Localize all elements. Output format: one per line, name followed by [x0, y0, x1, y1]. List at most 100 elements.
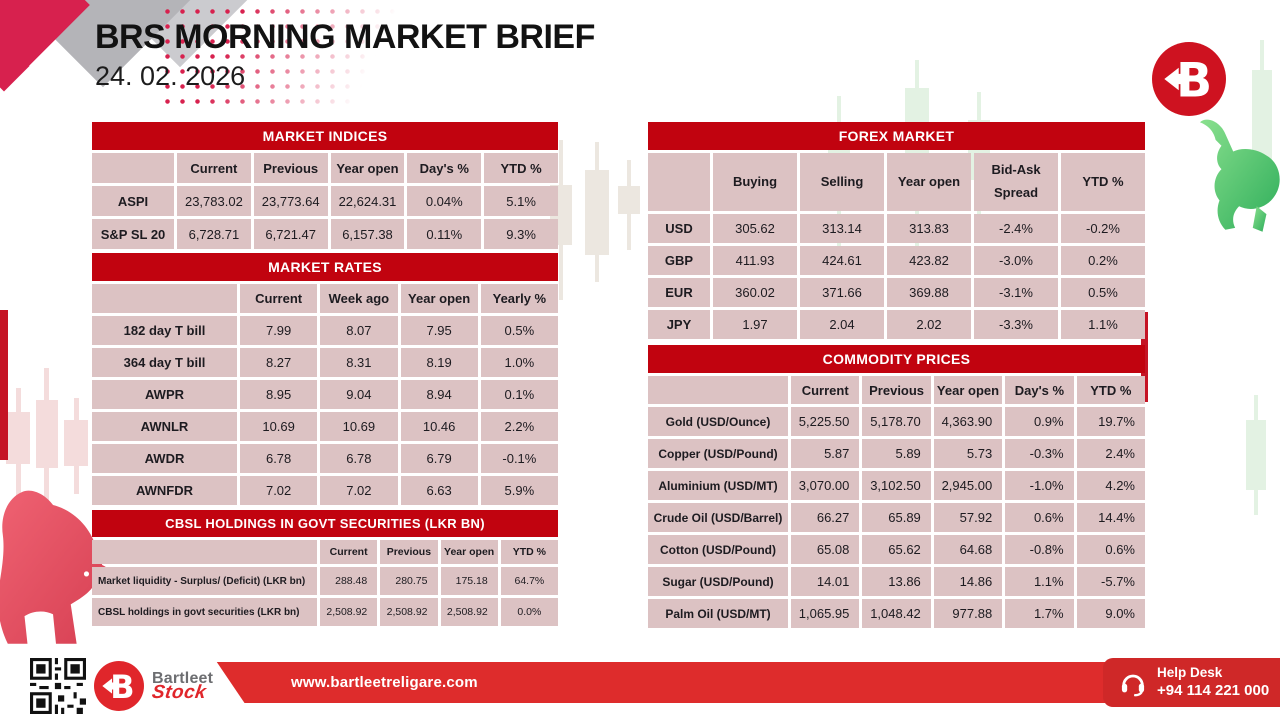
row-label: Aluminium (USD/MT) [648, 471, 788, 500]
market-indices-grid: Current Previous Year open Day's % YTD % ASPI… [92, 153, 558, 249]
cell-value: 5.73 [933, 439, 1003, 468]
page-header: BRS MORNING MARKET BRIEF 24. 02. 2026 [95, 16, 595, 92]
cell-value: 23,783.02 [177, 186, 251, 216]
column-header: Current [791, 376, 860, 404]
column-header: Year open [933, 376, 1003, 404]
table-title: MARKET RATES [92, 253, 558, 281]
cell-value: 5.9% [480, 476, 558, 505]
row-label: Cotton (USD/Pound) [648, 535, 788, 564]
cell-value: -0.2% [1061, 214, 1145, 243]
bear-illustration [0, 490, 113, 644]
row-label: JPY [648, 310, 710, 339]
brand-name-top: Bartleet [152, 669, 214, 687]
market-indices-table: MARKET INDICES Current Previous Year open D… [92, 122, 558, 249]
qr-code [30, 658, 86, 714]
column-header: Year open [330, 153, 405, 183]
cell-value: 4.2% [1076, 471, 1145, 500]
cell-value: -3.1% [974, 278, 1058, 307]
cell-value: 6.79 [400, 444, 478, 473]
cell-value: 2,508.92 [380, 598, 438, 626]
page-title: BRS MORNING MARKET BRIEF [95, 18, 595, 56]
cell-value: 1,065.95 [791, 599, 860, 628]
cell-value: 0.5% [480, 316, 558, 345]
column-header: Year open [887, 153, 971, 211]
cell-value: 1.0% [480, 348, 558, 377]
cell-value: 6,728.71 [177, 219, 251, 249]
table-title: CBSL HOLDINGS IN GOVT SECURITIES (LKR BN… [92, 510, 558, 537]
cell-value: 9.04 [320, 380, 398, 409]
cell-value: 369.88 [887, 278, 971, 307]
cbsl-holdings-grid: Current Previous Year open YTD % Market liqu… [92, 540, 558, 626]
brand-logo-icon: B [1152, 42, 1226, 116]
column-header: Year open [400, 284, 478, 313]
cell-value: 6,157.38 [330, 219, 405, 249]
cell-value: -5.7% [1076, 567, 1145, 596]
column-header: YTD % [1061, 153, 1145, 211]
cell-value: -3.0% [974, 246, 1058, 275]
help-desk-badge: Help Desk +94 114 221 000 [1103, 658, 1280, 707]
cell-value: 360.02 [713, 278, 797, 307]
row-label: Crude Oil (USD/Barrel) [648, 503, 788, 532]
cell-value: 65.08 [791, 535, 860, 564]
cell-value: 175.18 [440, 567, 498, 595]
column-header: Buying [713, 153, 797, 211]
cell-value: 313.14 [800, 214, 884, 243]
cell-value: 0.2% [1061, 246, 1145, 275]
column-header [92, 284, 237, 313]
brand-logo-icon: B [94, 661, 144, 711]
candlestick-decoration [1246, 420, 1266, 490]
cell-value: 2.04 [800, 310, 884, 339]
column-header: Yearly % [480, 284, 558, 313]
row-label: AWDR [92, 444, 237, 473]
column-header: Day's % [1005, 376, 1074, 404]
cell-value: -0.1% [480, 444, 558, 473]
cell-value: 977.88 [933, 599, 1003, 628]
row-label: AWPR [92, 380, 237, 409]
cell-value: 64.7% [500, 567, 558, 595]
cell-value: 2.02 [887, 310, 971, 339]
cell-value: 65.89 [862, 503, 931, 532]
cell-value: 1.97 [713, 310, 797, 339]
cell-value: 7.99 [240, 316, 318, 345]
help-desk-phone: +94 114 221 000 [1157, 681, 1270, 699]
cell-value: -0.8% [1005, 535, 1074, 564]
cell-value: 0.9% [1005, 407, 1074, 436]
cell-value: 5,225.50 [791, 407, 860, 436]
forex-market-table: FOREX MARKET Buying Selling Year open Bid-A… [648, 122, 1145, 339]
cell-value: 8.94 [400, 380, 478, 409]
cell-value: 9.3% [484, 219, 558, 249]
cell-value: 65.62 [862, 535, 931, 564]
table-title: COMMODITY PRICES [648, 345, 1145, 373]
candlestick-decoration [0, 310, 8, 460]
cell-value: 305.62 [713, 214, 797, 243]
row-label: EUR [648, 278, 710, 307]
cell-value: 3,070.00 [791, 471, 860, 500]
cell-value: 0.04% [407, 186, 482, 216]
help-desk-label: Help Desk [1157, 664, 1223, 680]
cell-value: 66.27 [791, 503, 860, 532]
page-date: 24. 02. 2026 [95, 60, 246, 91]
cell-value: 3,102.50 [862, 471, 931, 500]
cell-value: 6.63 [400, 476, 478, 505]
column-header: YTD % [500, 540, 558, 564]
cell-value: 5,178.70 [862, 407, 931, 436]
column-header: Previous [253, 153, 328, 183]
row-label: Palm Oil (USD/MT) [648, 599, 788, 628]
cell-value: -1.0% [1005, 471, 1074, 500]
column-header [92, 153, 174, 183]
column-header [648, 153, 710, 211]
candlestick-decoration [1252, 70, 1272, 160]
row-label: Copper (USD/Pound) [648, 439, 788, 468]
cell-value: 0.6% [1005, 503, 1074, 532]
cell-value: 5.1% [484, 186, 558, 216]
cell-value: 1.1% [1005, 567, 1074, 596]
cell-value: 14.01 [791, 567, 860, 596]
candlestick-decoration [64, 420, 88, 466]
candlestick-decoration [618, 186, 640, 214]
cell-value: 8.19 [400, 348, 478, 377]
column-header [92, 540, 317, 564]
row-label: GBP [648, 246, 710, 275]
cell-value: 14.86 [933, 567, 1003, 596]
column-header [648, 376, 788, 404]
